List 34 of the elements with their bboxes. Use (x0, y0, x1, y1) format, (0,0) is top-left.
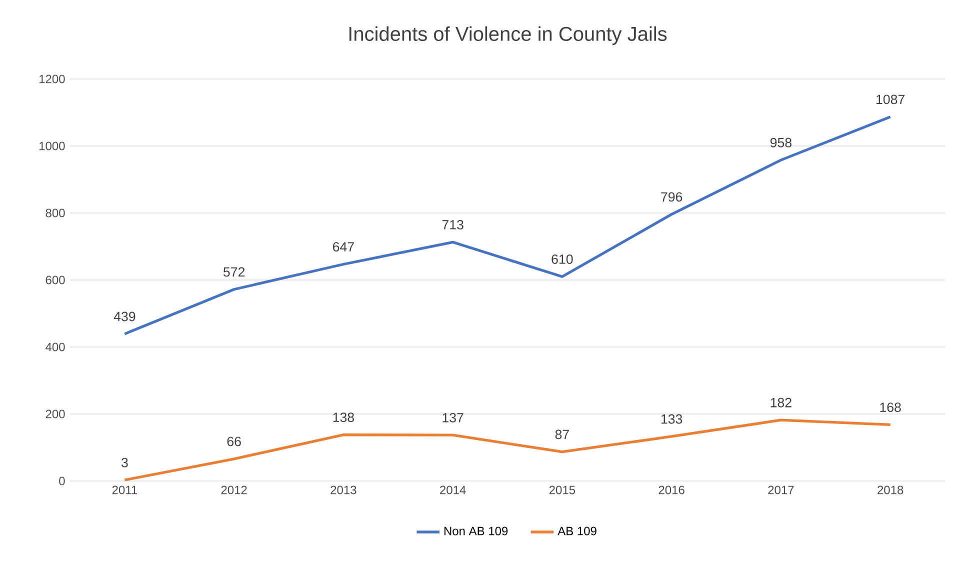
y-tick-label: 800 (46, 208, 65, 218)
y-tick-label: 1200 (40, 74, 65, 84)
data-label: 572 (223, 267, 245, 277)
y-tick-label: 0 (59, 476, 65, 486)
y-tick-label: 600 (46, 276, 65, 284)
x-tick-label: 2016 (658, 486, 684, 494)
x-tick-label: 2012 (221, 486, 247, 494)
y-tick-label: 1000 (40, 142, 65, 150)
data-label: 182 (770, 398, 792, 408)
x-tick-label: 2018 (878, 486, 904, 494)
data-label: 958 (770, 138, 792, 148)
data-label: 137 (442, 412, 464, 422)
data-label: 439 (114, 312, 136, 322)
chart-title: Incidents of Violence in County Jails (349, 26, 667, 45)
data-label: 796 (661, 192, 682, 202)
x-tick-label: 2013 (330, 486, 356, 494)
x-tick-label: 2017 (768, 486, 794, 494)
data-label: 1087 (876, 94, 904, 104)
data-label: 66 (227, 436, 241, 446)
data-label: 647 (332, 242, 354, 252)
data-label: 713 (442, 220, 464, 230)
data-label: 138 (333, 412, 354, 422)
data-label: 87 (555, 430, 569, 440)
data-label: 133 (661, 414, 682, 424)
data-label: 3 (121, 458, 128, 468)
y-tick-label: 400 (46, 342, 65, 352)
x-tick-label: 2015 (549, 486, 576, 494)
x-tick-label: 2011 (112, 486, 137, 494)
legend-label: AB 109 (558, 526, 596, 536)
data-label: 610 (552, 254, 573, 264)
data-label: 168 (880, 402, 901, 412)
x-tick-label: 2014 (440, 486, 466, 494)
y-tick-label: 200 (46, 410, 65, 418)
legend-label: Non AB 109 (444, 526, 508, 536)
